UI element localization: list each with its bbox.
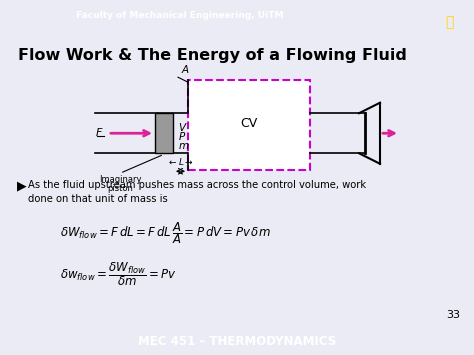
Text: CV: CV [240,117,258,130]
Bar [188,80,310,170]
Text: $P$: $P$ [178,130,186,142]
Text: Imaginary: Imaginary [99,175,141,184]
Text: $\leftarrow L \rightarrow$: $\leftarrow L \rightarrow$ [167,156,194,167]
Text: MEC 451 – THERMODYNAMICS: MEC 451 – THERMODYNAMICS [138,335,336,348]
Text: $\blacktriangleright$: $\blacktriangleright$ [14,180,28,195]
Text: $A$: $A$ [181,63,190,75]
Text: 33: 33 [446,310,460,320]
Bar [155,113,173,153]
Text: $V$: $V$ [178,121,188,133]
Text: 👑: 👑 [445,15,453,29]
Text: piston: piston [107,184,133,193]
Text: $F$: $F$ [95,126,104,138]
Text: Flow Work & The Energy of a Flowing Fluid: Flow Work & The Energy of a Flowing Flui… [18,48,407,63]
Text: $m$: $m$ [178,141,190,151]
Text: $\delta w_{flow} = \dfrac{\delta W_{flow}}{\delta m} = Pv$: $\delta w_{flow} = \dfrac{\delta W_{flow… [60,260,177,288]
Text: Faculty of Mechanical Engineering, UiTM: Faculty of Mechanical Engineering, UiTM [76,11,284,20]
Text: $\delta W_{flow} = F\,dL = F\,dL\,\dfrac{A}{A} = P\,dV = Pv\,\delta m$: $\delta W_{flow} = F\,dL = F\,dL\,\dfrac… [60,220,271,246]
Text: As the fluid upstream pushes mass across the control volume, work: As the fluid upstream pushes mass across… [28,180,366,190]
Text: done on that unit of mass is: done on that unit of mass is [28,194,168,204]
